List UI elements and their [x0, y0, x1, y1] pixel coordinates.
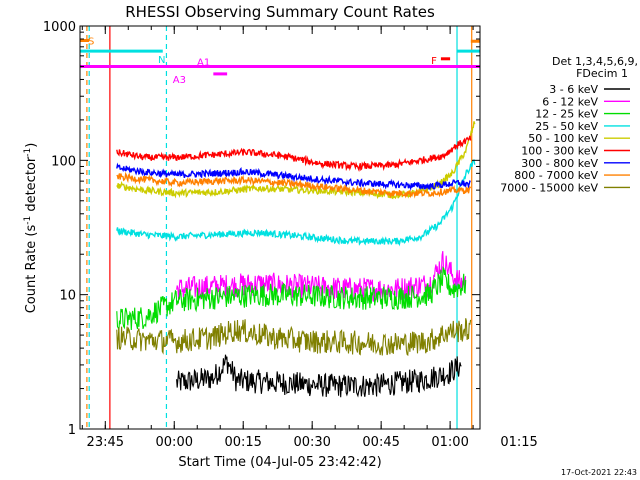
- x-axis: 23:45 00:00 00:15 00:30 00:45 01:00 01:15: [81, 26, 538, 450]
- series-line-3-6-kev: [176, 354, 462, 398]
- plot-area: S N A1 F A3: [79, 25, 481, 430]
- x-tick-label-00-00: 00:00: [156, 435, 193, 450]
- y-axis-label-sup2: -1: [23, 148, 33, 157]
- x-tick-label-23-45: 23:45: [87, 435, 124, 450]
- y-tick-label-1000: 1000: [43, 20, 76, 35]
- legend-label-12-25-kev: 12 - 25 keV: [535, 108, 598, 121]
- x-tick-label-01-00: 01:00: [431, 435, 468, 450]
- series-line-100-300-kev: [116, 135, 472, 172]
- legend-header-line-1: Det 1,3,4,5,6,9,: [552, 55, 638, 68]
- y-axis-label-end: ): [24, 143, 39, 148]
- legend-label-300-800-kev: 300 - 800 keV: [521, 157, 598, 170]
- flag-label-a3: A3: [173, 75, 186, 86]
- legend-header-line-2: FDecim 1: [576, 67, 628, 80]
- legend-label-100-300-kev: 100 - 300 keV: [521, 145, 598, 158]
- legend-label-800-7000-kev: 800 - 7000 keV: [514, 169, 598, 182]
- flag-bars: S N A1 F A3: [80, 36, 480, 86]
- legend-label-6-12-kev: 6 - 12 keV: [542, 95, 598, 108]
- y-axis-label-tail: detector: [24, 156, 39, 216]
- flag-label-f: F: [431, 56, 437, 67]
- chart-title: RHESSI Observing Summary Count Rates: [125, 3, 435, 21]
- y-axis-label: Count Rate (s-1 detector-1): [23, 143, 39, 314]
- legend-label-3-6-kev: 3 - 6 keV: [549, 83, 598, 96]
- series-line-300-800-kev: [116, 162, 471, 191]
- series-line-7000-15000-kev: [116, 318, 472, 357]
- y-axis-label-main: Count Rate (s: [24, 225, 39, 314]
- series-line-25-50-kev: [116, 159, 476, 247]
- x-tick-label-00-30: 00:30: [293, 435, 330, 450]
- legend-label-7000-15000-kev: 7000 - 15000 keV: [500, 181, 598, 194]
- x-tick-label-01-15: 01:15: [500, 435, 537, 450]
- legend-label-50-100-kev: 50 - 100 keV: [528, 132, 598, 145]
- y-axis: 1 10 100 1000: [43, 20, 480, 438]
- y-tick-label-10: 10: [59, 289, 76, 304]
- flag-label-s: S: [88, 36, 94, 47]
- footer-date: 17-Oct-2021 22:43: [561, 468, 637, 477]
- y-tick-label-1: 1: [68, 423, 76, 438]
- legend-label-25-50-kev: 25 - 50 keV: [535, 120, 598, 133]
- x-axis-label: Start Time (04-Jul-05 23:42:42): [178, 455, 381, 470]
- x-tick-label-00-15: 00:15: [224, 435, 261, 450]
- series-layer: [116, 121, 476, 398]
- series-line-800-7000-kev: [116, 171, 472, 199]
- flag-label-n: N: [158, 55, 165, 66]
- series-line-12-25-kev: [116, 266, 467, 331]
- flag-label-a1: A1: [197, 57, 210, 68]
- y-tick-label-100: 100: [51, 154, 76, 169]
- flag-vertical-lines: [86, 26, 473, 429]
- x-tick-label-00-45: 00:45: [362, 435, 399, 450]
- plot-frame: [79, 25, 481, 430]
- y-axis-label-sup: -1: [23, 216, 33, 225]
